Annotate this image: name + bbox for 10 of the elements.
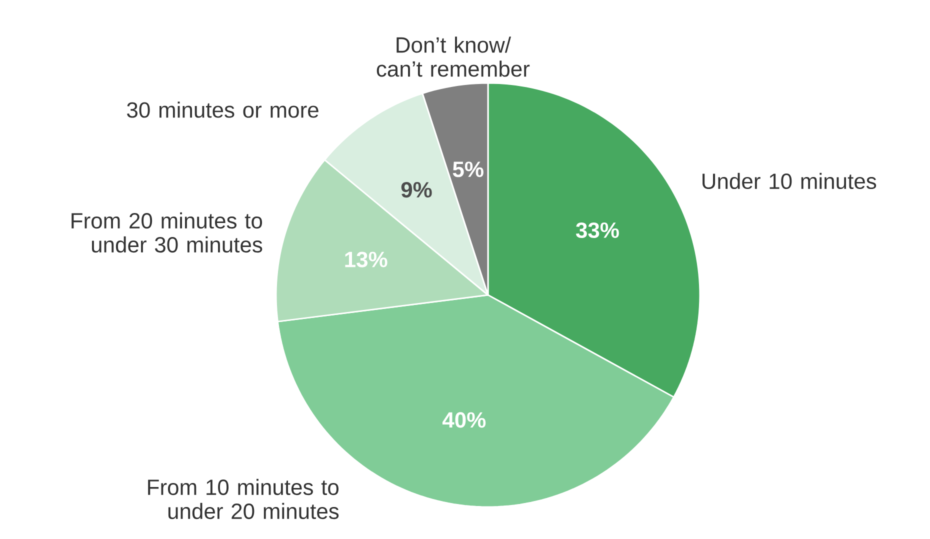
data-label: 9% [401,182,432,198]
slice-label: From 10 minutes to under 20 minutes [148,478,339,520]
data-label: 5% [452,162,484,178]
slice-label: Don’t know/ can’t remember [376,36,530,77]
data-label: 40% [442,412,486,428]
slice-label: 30 minutes or more [127,102,318,118]
slice-label: Under 10 minutes [702,172,876,190]
data-label: 33% [576,222,619,238]
slice-label: From 20 minutes to under 30 minutes [72,212,262,253]
data-label: 13% [345,252,388,268]
